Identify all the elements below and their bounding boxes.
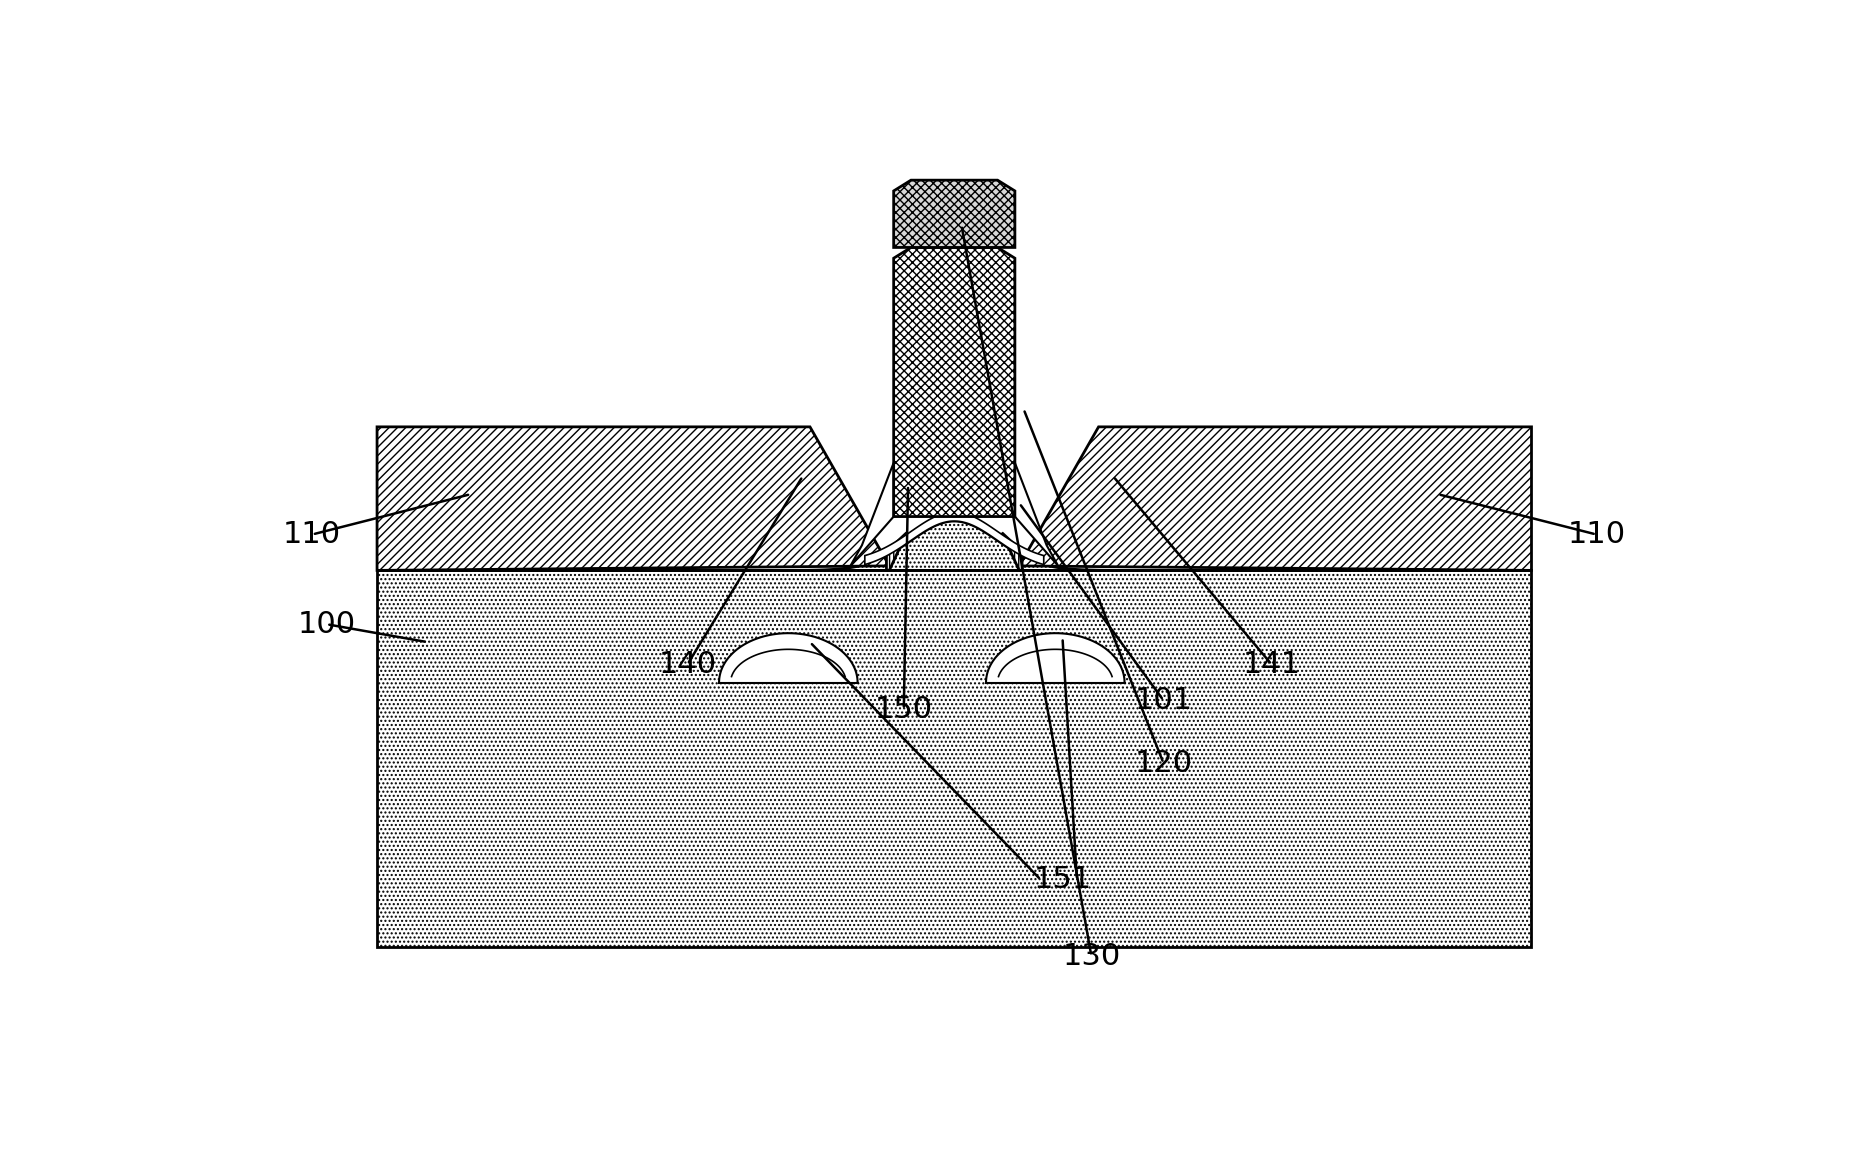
Polygon shape — [1019, 426, 1531, 571]
Text: 100: 100 — [298, 609, 356, 638]
Text: 110: 110 — [1568, 520, 1626, 549]
Polygon shape — [376, 521, 1531, 571]
Polygon shape — [851, 463, 894, 566]
Text: 151: 151 — [1033, 866, 1091, 895]
Polygon shape — [894, 247, 1015, 516]
Text: 101: 101 — [1134, 686, 1192, 715]
Polygon shape — [376, 571, 1531, 947]
Polygon shape — [376, 426, 890, 571]
Text: 150: 150 — [875, 696, 933, 723]
Text: 110: 110 — [283, 520, 341, 549]
Text: 120: 120 — [1134, 749, 1192, 778]
Polygon shape — [987, 634, 1125, 683]
Polygon shape — [886, 532, 907, 571]
Polygon shape — [1015, 463, 1058, 566]
Text: 140: 140 — [659, 650, 717, 679]
Polygon shape — [894, 181, 1015, 247]
Polygon shape — [1002, 532, 1022, 571]
Polygon shape — [864, 513, 1045, 565]
Text: 141: 141 — [1242, 650, 1302, 679]
Text: 130: 130 — [1061, 941, 1121, 970]
Polygon shape — [719, 634, 858, 683]
